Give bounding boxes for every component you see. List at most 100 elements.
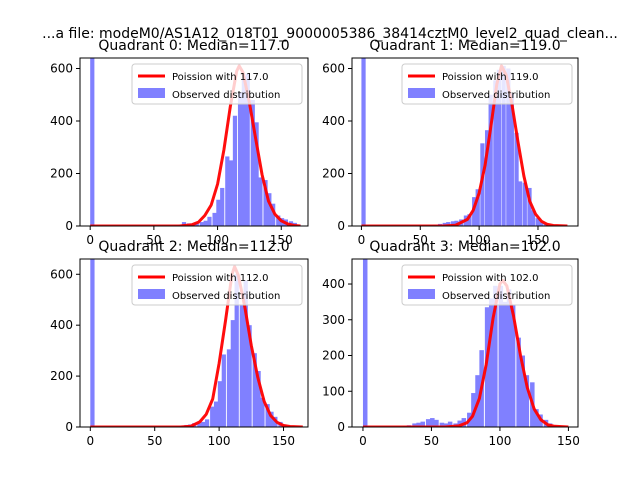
hist-bar [509,93,514,226]
hist-bar [243,280,248,427]
hist-bar [442,222,447,226]
hist-bar [520,355,525,427]
hist-bar [457,420,462,427]
hist-bar [539,222,544,226]
hist-bar [260,397,265,427]
hist-bar [267,193,272,226]
hist-bar [447,421,453,427]
x-tick-label: 150 [270,233,293,247]
x-tick-label: 50 [147,434,162,448]
legend-bar-swatch [408,289,435,299]
hist-bar [362,259,368,427]
hist-bar [493,285,498,427]
hist-bar [430,418,435,427]
hist-bar [498,285,504,427]
y-tick-label: 200 [322,167,345,181]
legend: Poission with 112.0 Observed distribution [131,264,303,306]
hist-bar [225,156,230,226]
legend-bar-swatch [408,88,435,98]
hist-bar [213,401,219,427]
legend-box [401,264,573,306]
subplot-3: 0 50 100 150 0 100 200 300 400 Quadrant 3: Median… [322,239,580,448]
y-tick-label: 100 [322,384,345,398]
hist-bar [258,177,263,226]
hist-bar [524,375,530,427]
hist-bar [204,419,210,427]
x-tick-label: 100 [468,233,491,247]
legend: Poission with 119.0 Observed distribution [401,63,573,105]
y-tick-label: 0 [337,420,345,434]
hist-bar [425,419,431,427]
hist-bar [199,222,204,226]
hist-bar [506,289,512,427]
x-tick-label: 0 [86,434,94,448]
hist-bar [506,68,511,226]
subplot-title: Quadrant 1: Median=119.0 [369,38,560,54]
hist-bar [488,298,494,427]
x-tick-label: 150 [557,434,580,448]
y-tick-label: 400 [50,318,73,332]
hist-bar [265,404,270,427]
hist-bar [516,337,521,427]
y-tick-label: 400 [322,277,345,291]
hist-bar [443,423,449,427]
hist-bar [527,187,532,226]
hist-bar [517,181,523,226]
hist-bar [239,304,244,427]
hist-bar [234,274,239,427]
y-tick-label: 300 [322,313,345,327]
x-tick-label: 50 [424,434,439,448]
hist-bar [271,203,276,226]
x-tick-label: 0 [358,233,366,247]
hist-bar [90,259,95,427]
y-tick-label: 400 [322,114,345,128]
hist-bar [276,215,281,226]
y-tick-label: 200 [50,167,73,181]
legend-entry-poisson: Poission with 119.0 [442,72,538,83]
legend-bar-swatch [138,88,165,98]
legend-box [131,63,303,105]
y-tick-label: 200 [50,369,73,383]
legend: Poission with 102.0 Observed distribution [401,264,573,306]
hist-bar [254,122,259,226]
x-tick-label: 150 [527,233,550,247]
axes-frame [351,258,579,428]
axes-frame [79,57,309,227]
hist-bar [217,381,223,427]
hist-bar [201,421,206,427]
y-tick-label: 0 [65,420,73,434]
hist-bar [434,419,439,427]
y-tick-label: 0 [337,219,345,233]
hist-bar [256,371,261,427]
hist-bar [535,218,540,226]
axes-frame [79,258,309,428]
x-tick-label: 50 [146,233,161,247]
hist-bar [510,305,516,427]
y-tick-label: 400 [50,114,73,128]
figure-suptitle: ...a file: modeM0/AS1A12_018T01_90000053… [42,26,618,42]
subplot-1: 0 50 100 150 0 200 400 600 Quadrant 1: Median=11… [322,38,579,247]
y-tick-label: 600 [50,62,73,76]
subplot-title: Quadrant 0: Median=117.0 [98,38,289,54]
hist-bar [475,189,480,226]
y-tick-label: 600 [322,62,345,76]
subplot-2: 0 50 100 150 0 200 400 600 Quadrant 2: Median=11… [50,239,309,448]
x-tick-label: 0 [359,434,367,448]
y-tick-label: 200 [322,349,345,363]
hist-bar [247,325,252,427]
legend-entry-poisson: Poission with 102.0 [442,273,538,284]
hist-bar [252,353,257,427]
hist-bar [212,212,217,226]
hist-bar [522,182,527,226]
y-tick-label: 0 [65,219,73,233]
axes-frame [351,57,579,227]
subplot-title: Quadrant 2: Median=112.0 [98,239,289,255]
hist-bar [420,421,426,427]
hist-bar [232,115,238,226]
x-tick-label: 100 [208,434,231,448]
legend-box [131,264,303,306]
hist-bar [263,180,268,226]
hist-bar [361,58,366,226]
hist-bar [416,422,421,427]
